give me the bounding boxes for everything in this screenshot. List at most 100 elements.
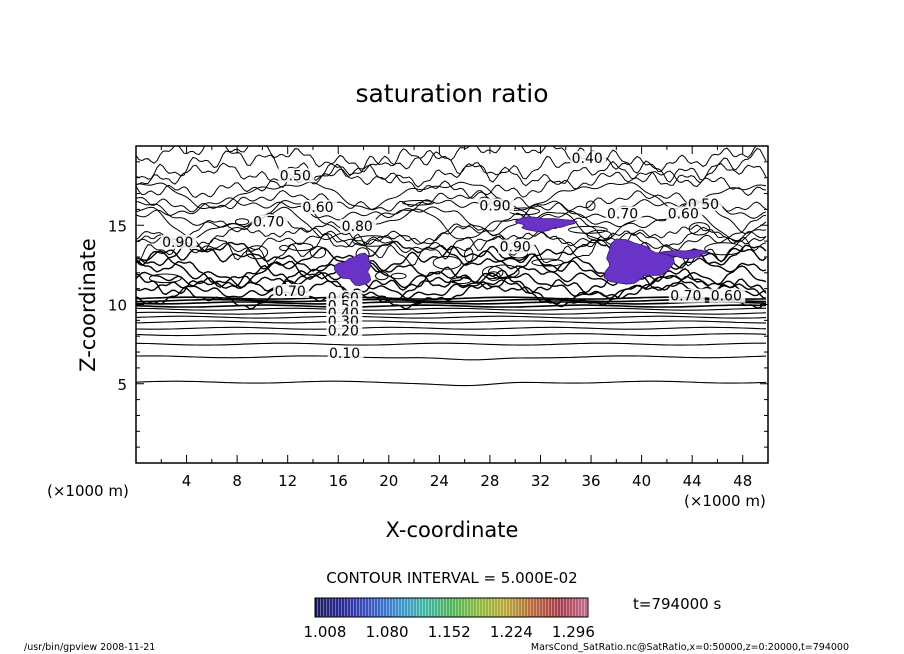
y-axis-ticks: 5 10 15 [108,161,768,448]
contour-line [136,147,767,183]
contour-label: 0.20 [328,324,359,340]
contour-cell [450,277,472,285]
contour-cell [390,272,407,280]
contour-label-bg [605,206,642,221]
contour-line [136,311,767,315]
x-tick-label: 20 [379,472,398,490]
contour-line [136,168,767,200]
contour-label: 0.70 [253,214,284,230]
contour-label-bg [666,206,703,221]
contour-cell [531,258,564,267]
contour-cell [432,255,462,270]
contour-interval-text: CONTOUR INTERVAL = 5.000E-02 [326,569,577,587]
x-tick-label: 40 [632,472,651,490]
contour-line [136,320,766,324]
contour-cell [375,271,389,281]
x-tick-label: 8 [232,472,242,490]
contour-label-bg [278,168,315,183]
contour-line [136,298,767,303]
colorbar-tick-label: 1.296 [552,623,595,641]
contour-lines-upper [136,146,767,310]
contour-cell [352,235,393,247]
contour-line [136,271,767,300]
contour-cell [586,229,613,241]
contour-cell [688,222,711,236]
y-tick-label: 10 [108,297,127,315]
contour-line [136,232,767,267]
contour-line [136,307,766,311]
saturated-regions [333,216,710,287]
footer-source: MarsCond_SatRatio.nc@SatRatio,x=0:50000,… [531,642,849,653]
contour-cell [704,242,744,256]
contour-label: 0.60 [302,200,333,216]
colorbar-tick-label: 1.080 [366,623,409,641]
contour-label: 0.90 [162,235,193,251]
x-axis-unit: (×1000 m) [684,492,766,510]
contour-label-bg [160,234,197,249]
x-tick-label: 48 [733,472,752,490]
contour-cell [279,244,290,252]
time-label: t=794000 s [633,595,721,613]
contour-cell [585,200,596,211]
saturated-region [333,252,372,287]
contour-cell [148,273,182,284]
contour-label-bg [327,345,364,360]
contour-line [136,212,767,247]
contour-line [136,342,766,346]
contour-label-bg [570,150,607,165]
contour-label: 0.50 [280,168,311,184]
contour-line [136,301,767,305]
contour-cell [482,265,504,280]
contour-label-bg [251,214,288,229]
plot-contents [136,146,767,387]
contour-cell [486,271,501,282]
contour-cell [402,200,434,206]
x-tick-label: 24 [430,472,449,490]
saturated-region [603,238,675,285]
saturated-region [658,249,710,260]
contour-label: 0.10 [329,346,360,362]
chart-title: saturation ratio [355,79,548,108]
contour-label: 0.70 [275,284,306,300]
contour-line [136,355,767,361]
contour-cell [234,218,250,226]
saturated-region [515,216,578,233]
contour-line [136,264,767,296]
contour-label-bg [301,200,337,214]
contour-cell [245,245,269,260]
contour-cell [309,246,327,259]
x-axis-label: X-coordinate [386,518,519,542]
contour-lines-lower [136,296,767,387]
contour-cell [488,264,520,280]
x-tick-label: 12 [278,472,297,490]
x-tick-label: 28 [480,472,499,490]
contour-line [136,230,767,254]
contour-line [136,304,767,308]
contour-label-bg [709,288,746,303]
contour-label-bg [340,219,377,233]
x-tick-label: 44 [683,472,702,490]
contour-line [136,333,767,337]
contour-labels: 0.400.500.500.60 0.600.70 0.700.70 0.70 0.60… [160,150,746,362]
colorbar-tick-label: 1.008 [304,623,347,641]
contour-line [136,224,767,249]
contour-line [136,279,767,310]
contour-label-bg [668,288,705,303]
colorbar-tick-labels: 1.008 1.080 1.152 1.224 1.296 [304,623,595,641]
contour-label-bg [273,284,310,298]
colorbar-tick-label: 1.152 [428,623,471,641]
contour-line [136,199,767,236]
contour-label: 0.40 [572,151,603,167]
y-tick-label: 5 [117,376,127,394]
x-axis-ticks: 4 8 12 16 20 24 28 32 36 40 44 48 [160,146,752,490]
contour-line [136,146,765,173]
contour-label-bg [326,323,363,338]
x-tick-label: 36 [581,472,600,490]
contour-line [136,380,767,387]
contour-label: 0.60 [711,289,742,305]
contour-line [136,197,767,221]
y-axis-label: Z-coordinate [76,238,100,372]
y-tick-label: 15 [108,217,127,235]
contour-label-bg [498,239,535,254]
